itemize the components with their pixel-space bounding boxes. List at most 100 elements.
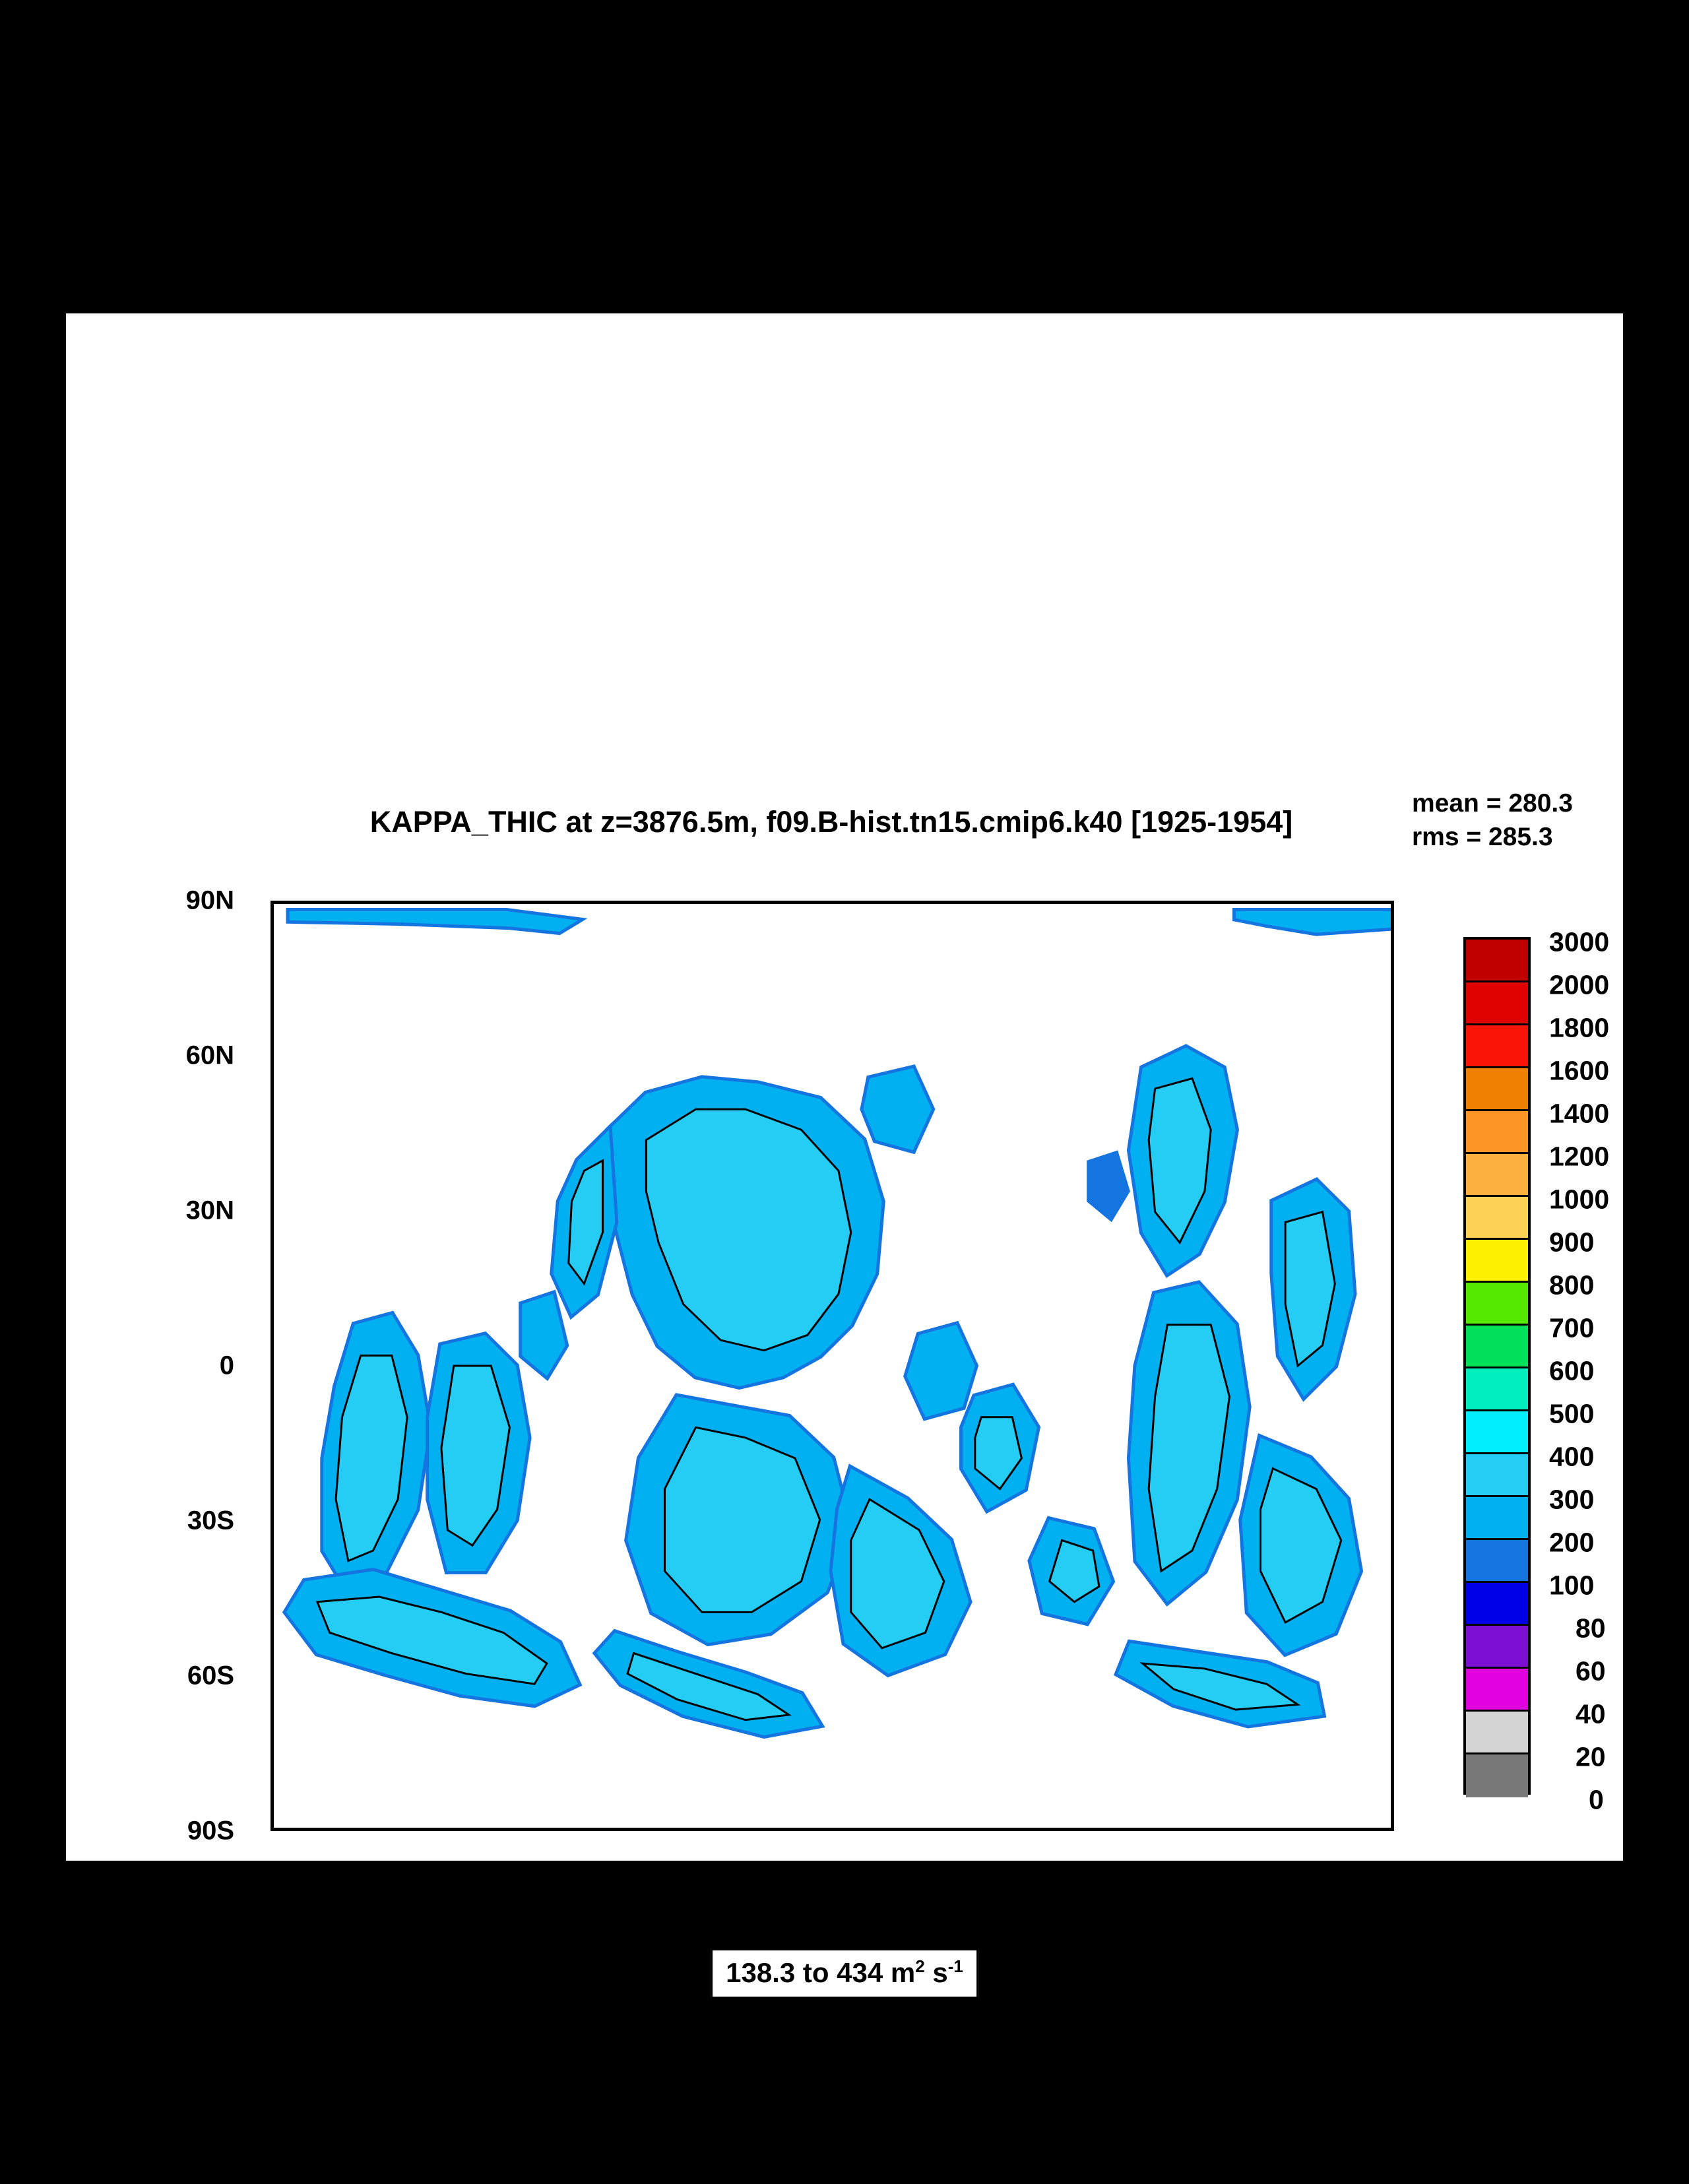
value-range-caption: 138.3 to 434 m2 s-1 [711,1948,978,1999]
colorbar-band[interactable] [1466,1583,1528,1626]
ocean-region [1142,1663,1298,1710]
contour-line [335,1354,408,1562]
y-axis-label: 90S [187,1816,234,1846]
ocean-field-map [274,904,1391,1828]
y-axis-label: 0 [219,1351,234,1380]
contour-line [567,1159,604,1286]
x-axis-label: 120E [552,1863,614,1892]
colorbar-band[interactable] [1466,982,1528,1025]
ocean-region [1087,1150,1130,1223]
contour-line [626,1652,792,1721]
colorbar-band[interactable] [1466,1411,1528,1454]
rms-value: rms = 285.3 [1412,822,1553,851]
colorbar-tick-label: 60 [1576,1655,1606,1686]
ocean-region [1149,1324,1230,1572]
colorbar-tick-label: 400 [1549,1441,1595,1472]
y-axis-label: 60S [187,1661,234,1690]
colorbar-tick-label: 700 [1549,1312,1595,1343]
y-axis-label: 30S [187,1506,234,1535]
y-axis-label: 60N [185,1041,234,1070]
contour-line [1284,1210,1336,1368]
x-axis-label: 180 [748,1863,792,1892]
colorbar-band[interactable] [1466,1712,1528,1754]
caption-exponent-area: 2 [915,1956,925,1976]
colorbar-tick-label: 3000 [1549,926,1610,957]
contour-line [850,1498,945,1650]
colorbar-tick-label: 200 [1549,1527,1595,1558]
colorbar-band[interactable] [1466,1240,1528,1283]
contour-line [1048,1539,1100,1603]
colorbar-tick-label: 1000 [1549,1184,1610,1215]
colorbar-tick-label: 500 [1549,1398,1595,1429]
caption-range: 138.3 to 434 m [726,1957,916,1988]
contour-line [664,1426,821,1613]
ocean-region [627,1653,789,1720]
colorbar[interactable] [1463,937,1531,1797]
contour-line [1147,1077,1212,1245]
colorbar-tick-label: 40 [1576,1698,1606,1729]
ocean-region [1260,1468,1341,1622]
colorbar-tick-label: 600 [1549,1355,1595,1386]
ocean-region [1285,1211,1335,1366]
ocean-region [907,1324,975,1417]
ocean-region [1235,911,1391,933]
colorbar-tick-label: 900 [1549,1227,1595,1258]
colorbar-tick-label: 20 [1576,1741,1606,1772]
colorbar-band[interactable] [1466,1540,1528,1583]
x-axis-label: 120W [922,1863,992,1892]
contour-line [1139,1662,1301,1711]
ocean-region [1149,1078,1211,1243]
band-edge [320,1310,433,1596]
colorbar-tick-label: 100 [1549,1570,1595,1601]
colorbar-tick-label: 300 [1549,1484,1595,1515]
colorbar-tick-label: 2000 [1549,969,1610,1000]
figure-panel: KAPPA_THIC at z=3876.5m, f09.B-hist.tn15… [66,313,1623,1999]
colorbar-tick-label: 80 [1576,1613,1606,1644]
colorbar-band[interactable] [1466,1025,1528,1068]
colorbar-tick-label: 1800 [1549,1012,1610,1043]
colorbar-band[interactable] [1466,940,1528,982]
colorbar-tick-label: 1600 [1549,1055,1610,1086]
colorbar-band[interactable] [1466,1497,1528,1540]
ocean-region [441,1366,510,1546]
colorbar-band[interactable] [1466,1197,1528,1240]
colorbar-band[interactable] [1466,1454,1528,1497]
x-axis-label: 60E [371,1863,419,1892]
ocean-region [317,1597,547,1685]
x-axis-label: 60W [1117,1863,1172,1892]
colorbar-band[interactable] [1466,1154,1528,1197]
caption-second-unit: s [924,1957,948,1988]
band-edge [903,1320,979,1421]
ocean-region [336,1355,408,1561]
contour-line [1259,1467,1343,1624]
page-title: KAPPA_THIC at z=3876.5m, f09.B-hist.tn15… [369,805,1293,839]
ocean-region [863,1068,932,1151]
colorbar-band[interactable] [1466,1111,1528,1154]
colorbar-tick-label: 1200 [1549,1141,1610,1172]
ocean-region [646,1109,851,1351]
contour-line [645,1108,852,1352]
colorbar-band[interactable] [1466,1669,1528,1712]
mean-value: mean = 280.3 [1412,789,1573,818]
ocean-region [289,911,578,932]
statistics-block: mean = 280.3 rms = 285.3 [1412,787,1573,854]
contour-line [315,1595,548,1685]
colorbar-band[interactable] [1466,1368,1528,1411]
colorbar-band[interactable] [1466,1626,1528,1669]
ocean-region [568,1160,603,1284]
colorbar-band[interactable] [1466,1068,1528,1111]
ocean-region [974,1417,1022,1489]
x-axis-label: 0 [1324,1863,1339,1892]
colorbar-tick-label: 800 [1549,1269,1595,1301]
ocean-region [850,1499,944,1648]
colorbar-band[interactable] [1466,1326,1528,1368]
contour-line [974,1416,1023,1491]
map-plot-area [271,901,1394,1831]
colorbar-tick-label: 1400 [1549,1098,1610,1129]
contour-line [1147,1324,1230,1573]
y-axis-label: 90N [185,885,234,915]
colorbar-band[interactable] [1466,1754,1528,1797]
ocean-region [664,1427,820,1613]
colorbar-band[interactable] [1466,1283,1528,1326]
colorbar-tick-label: 0 [1589,1784,1604,1815]
